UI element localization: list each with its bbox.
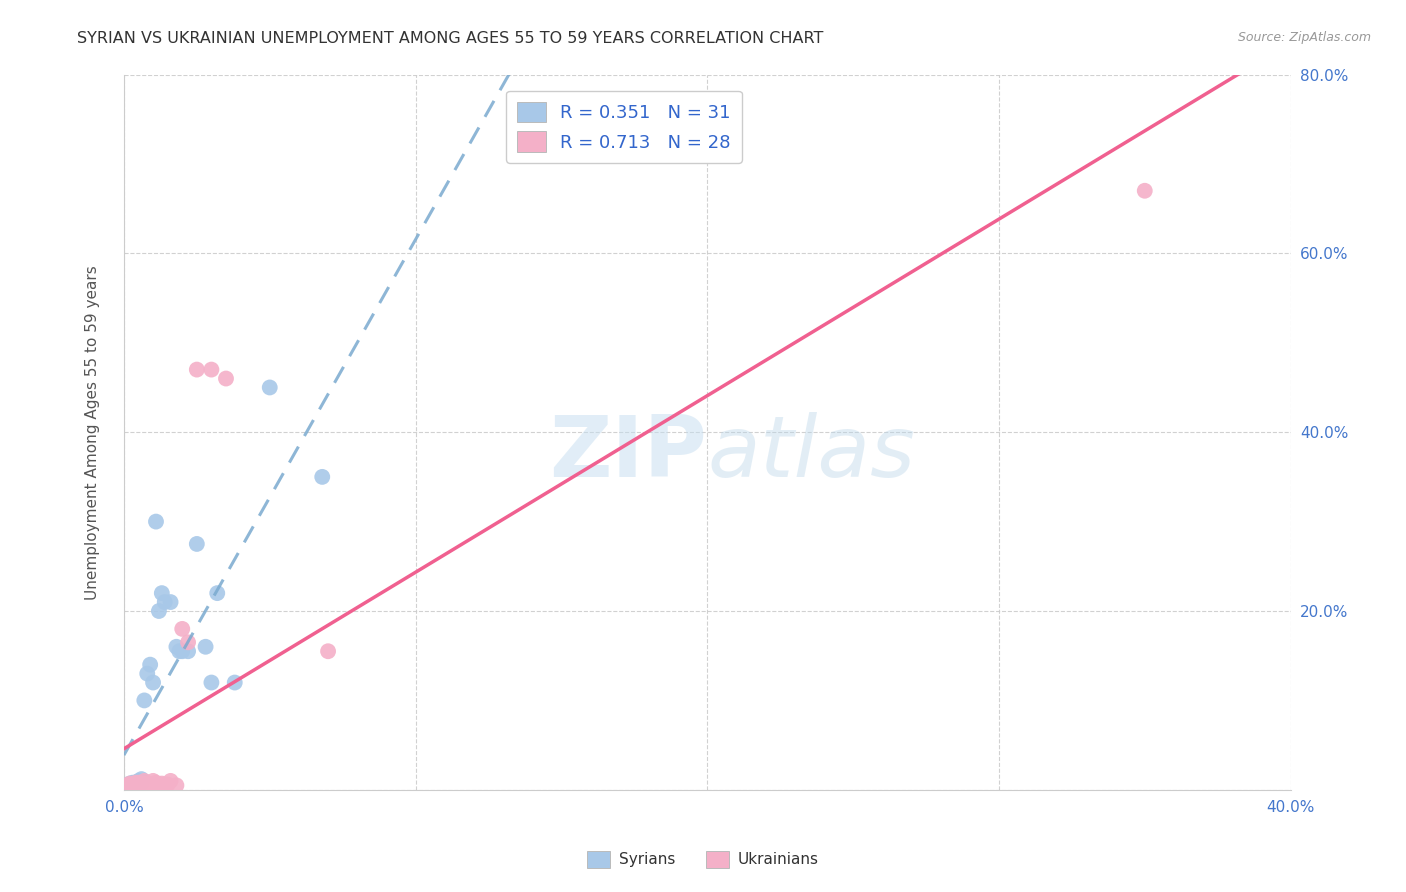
Point bbox=[316, 644, 339, 658]
Point bbox=[118, 777, 141, 791]
Point bbox=[136, 776, 159, 790]
Point bbox=[169, 644, 191, 658]
Point bbox=[194, 640, 217, 654]
Point bbox=[207, 586, 229, 600]
Point bbox=[177, 635, 200, 649]
Point bbox=[128, 775, 150, 789]
Point bbox=[142, 675, 165, 690]
Point bbox=[145, 515, 167, 529]
Point bbox=[139, 777, 162, 791]
Y-axis label: Unemployment Among Ages 55 to 59 years: Unemployment Among Ages 55 to 59 years bbox=[86, 265, 100, 599]
Point bbox=[131, 776, 153, 790]
Point bbox=[131, 775, 153, 789]
Point bbox=[134, 693, 156, 707]
Point bbox=[115, 778, 138, 792]
Point bbox=[139, 657, 162, 672]
Point bbox=[259, 380, 281, 394]
Point bbox=[128, 775, 150, 789]
Point bbox=[131, 772, 153, 786]
Point bbox=[159, 595, 181, 609]
Point bbox=[134, 777, 156, 791]
Point bbox=[224, 675, 246, 690]
Point bbox=[215, 371, 238, 385]
Point bbox=[136, 666, 159, 681]
Legend: R = 0.351   N = 31, R = 0.713   N = 28: R = 0.351 N = 31, R = 0.713 N = 28 bbox=[506, 91, 742, 163]
Point bbox=[153, 777, 176, 791]
Point bbox=[186, 362, 208, 376]
Point bbox=[172, 644, 194, 658]
Point bbox=[165, 778, 187, 792]
Point bbox=[186, 537, 208, 551]
Point bbox=[156, 777, 179, 791]
Point bbox=[311, 470, 333, 484]
Point bbox=[124, 775, 146, 789]
Point bbox=[172, 622, 194, 636]
Point bbox=[153, 595, 176, 609]
Point bbox=[148, 777, 170, 791]
Point bbox=[124, 775, 146, 789]
Legend: Syrians, Ukrainians: Syrians, Ukrainians bbox=[581, 845, 825, 873]
Point bbox=[121, 775, 143, 789]
Point bbox=[118, 777, 141, 791]
Point bbox=[121, 776, 143, 790]
Point bbox=[118, 776, 141, 790]
Point bbox=[134, 773, 156, 788]
Point bbox=[121, 777, 143, 791]
Text: SYRIAN VS UKRAINIAN UNEMPLOYMENT AMONG AGES 55 TO 59 YEARS CORRELATION CHART: SYRIAN VS UKRAINIAN UNEMPLOYMENT AMONG A… bbox=[77, 31, 824, 46]
Point bbox=[124, 778, 146, 792]
Point bbox=[124, 777, 146, 791]
Point bbox=[145, 775, 167, 789]
Point bbox=[128, 777, 150, 791]
Point bbox=[142, 773, 165, 788]
Point bbox=[150, 586, 173, 600]
Point bbox=[148, 604, 170, 618]
Point bbox=[200, 675, 222, 690]
Point bbox=[165, 640, 187, 654]
Point bbox=[118, 776, 141, 790]
Point bbox=[128, 773, 150, 788]
Point bbox=[200, 362, 222, 376]
Point bbox=[1133, 184, 1156, 198]
Text: Source: ZipAtlas.com: Source: ZipAtlas.com bbox=[1237, 31, 1371, 45]
Point bbox=[150, 776, 173, 790]
Text: atlas: atlas bbox=[707, 412, 915, 495]
Point bbox=[177, 644, 200, 658]
Point bbox=[159, 773, 181, 788]
Text: ZIP: ZIP bbox=[550, 412, 707, 495]
Point bbox=[115, 778, 138, 792]
